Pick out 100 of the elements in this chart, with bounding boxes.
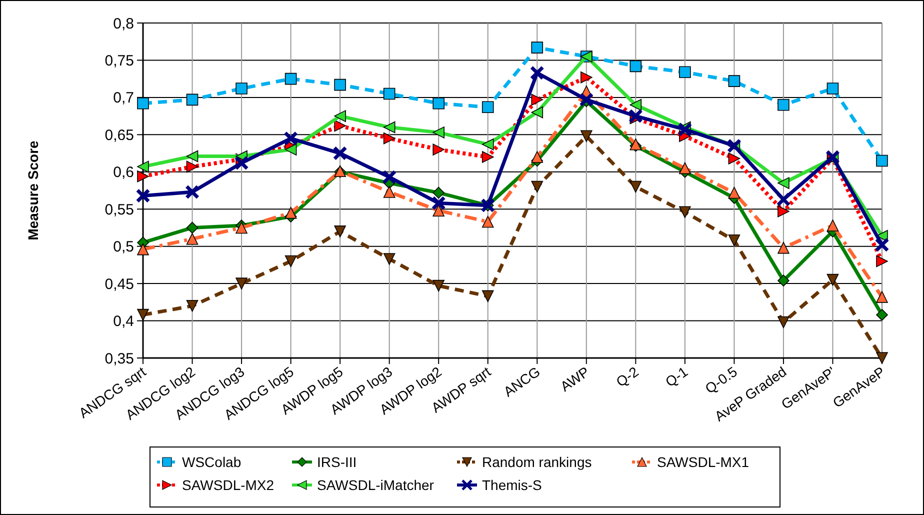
point: [776, 192, 791, 207]
point: [482, 216, 494, 228]
point: [185, 184, 200, 200]
point: [579, 92, 594, 107]
point: [334, 78, 346, 91]
point: [530, 66, 544, 80]
point: [876, 308, 888, 321]
point: [234, 156, 249, 170]
y-tick-label: 0,45: [104, 276, 134, 293]
point: [186, 94, 198, 106]
point: [728, 186, 740, 199]
point: [334, 120, 346, 132]
point: [876, 154, 888, 167]
point: [778, 205, 790, 218]
point: [236, 222, 248, 234]
point: [137, 243, 149, 256]
point: [236, 82, 248, 94]
point: [531, 151, 544, 163]
point: [186, 222, 198, 234]
x-tick-label: Q-1: [662, 363, 691, 390]
point: [482, 290, 494, 302]
point: [284, 206, 297, 219]
point: [630, 180, 642, 193]
point: [826, 220, 839, 232]
point: [382, 170, 397, 184]
point: [728, 75, 740, 87]
point: [482, 138, 494, 150]
point: [679, 162, 691, 174]
legend-label: Random rankings: [482, 454, 592, 470]
legend-label: WSColab: [182, 454, 242, 470]
point: [431, 196, 446, 210]
y-axis-title: Measure Score: [25, 140, 41, 240]
point: [728, 152, 740, 164]
point: [580, 130, 592, 142]
point: [284, 72, 297, 85]
point: [136, 188, 150, 203]
y-tick-label: 0,5: [113, 238, 134, 256]
point: [334, 226, 346, 238]
legend-label: IRS-III: [317, 454, 357, 470]
point: [728, 234, 740, 246]
y-tick-label: 0,65: [104, 126, 134, 144]
point: [531, 42, 544, 54]
point: [432, 280, 444, 292]
y-tick-label: 0,35: [104, 350, 134, 368]
point: [284, 131, 298, 146]
point: [432, 98, 444, 110]
point: [383, 121, 396, 134]
point: [679, 206, 691, 218]
point: [334, 110, 346, 122]
y-tick-label: 0,7: [113, 90, 134, 107]
point: [284, 144, 297, 156]
point: [137, 160, 149, 173]
point: [874, 238, 890, 252]
point: [432, 204, 444, 216]
point: [432, 126, 444, 138]
y-tick-label: 0,8: [113, 15, 134, 32]
point: [332, 146, 348, 161]
point: [383, 88, 396, 100]
point: [186, 232, 198, 245]
point: [826, 274, 839, 286]
point: [778, 316, 790, 328]
legend-label: SAWSDL-MX2: [182, 476, 274, 493]
point: [383, 186, 396, 198]
point: [826, 82, 839, 94]
point: [186, 150, 198, 162]
point: [284, 255, 297, 268]
point: [678, 122, 692, 137]
point: [778, 177, 790, 189]
point: [383, 253, 396, 265]
point: [236, 278, 248, 290]
point: [432, 144, 444, 156]
point: [531, 180, 544, 193]
legend-label: SAWSDL-MX1: [657, 454, 750, 470]
legend-label: Themis-S: [482, 476, 542, 493]
point: [778, 242, 790, 254]
point: [628, 108, 643, 124]
point: [186, 300, 198, 312]
point: [876, 255, 888, 268]
legend-label: SAWSDL-iMatcher: [317, 476, 434, 493]
point: [531, 106, 544, 118]
point: [630, 60, 642, 72]
point: [482, 151, 494, 163]
point: [482, 101, 494, 114]
point: [383, 132, 396, 144]
y-tick-label: 0,55: [104, 201, 134, 218]
point: [679, 66, 691, 78]
point: [186, 160, 198, 173]
point: [137, 170, 149, 182]
point: [876, 291, 888, 303]
point: [825, 150, 840, 164]
y-tick-label: 0,75: [104, 52, 134, 70]
y-tick-label: 0,4: [113, 313, 134, 330]
y-tick-label: 0,6: [113, 164, 134, 182]
point: [580, 71, 592, 84]
x-tick-label: Q-2: [613, 363, 642, 390]
point: [432, 186, 444, 199]
point: [137, 308, 149, 321]
point: [778, 274, 790, 286]
point: [630, 98, 642, 111]
point: [531, 94, 544, 106]
